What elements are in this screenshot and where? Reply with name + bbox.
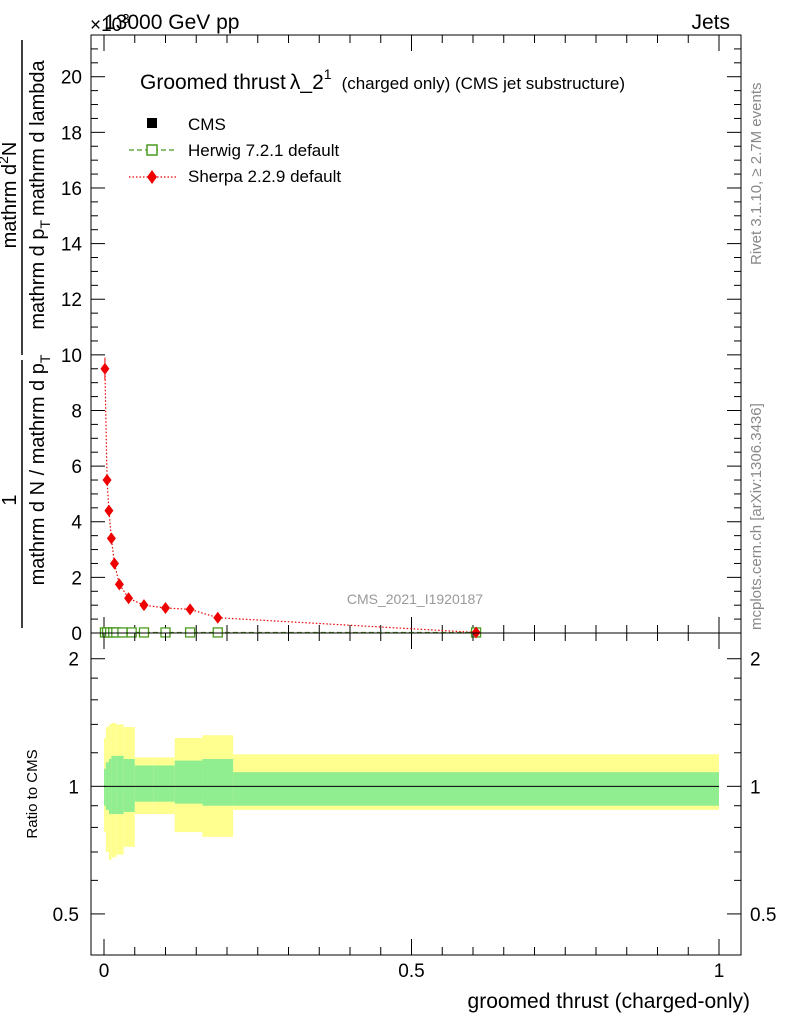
watermark: CMS_2021_I1920187 xyxy=(347,591,483,607)
ratio-y-label: Ratio to CMS xyxy=(24,749,41,838)
x-tick-label: 1 xyxy=(714,961,725,982)
sherpa-point xyxy=(471,626,481,639)
herwig-point xyxy=(184,627,196,638)
main-y-label-denominator-dl: mathrm d lambda xyxy=(27,59,49,215)
main-y-tick-label: 8 xyxy=(71,401,82,422)
main-y-label-numerator-n: N xyxy=(0,142,21,156)
ratio-plot-frame xyxy=(90,632,742,956)
sherpa-point xyxy=(109,557,119,570)
main-y-label-numerator-d: mathrm d xyxy=(0,164,21,248)
ratio-inner-band xyxy=(123,759,135,812)
main-y-label-numerator: mathrm d2N xyxy=(0,142,21,249)
legend-sherpa-label: Sherpa 2.2.9 default xyxy=(188,167,341,186)
ratio-inner-band xyxy=(134,765,154,802)
ratio-y-tick-label-right: 1 xyxy=(750,777,761,798)
x-axis-label: groomed thrust (charged-only) xyxy=(468,990,750,1013)
main-y-tick-label: 12 xyxy=(61,290,82,311)
ratio-inner-band xyxy=(111,755,117,815)
legend-item-sherpa: Sherpa 2.2.9 default xyxy=(129,167,341,186)
sherpa-point xyxy=(161,601,170,614)
ratio-y-ticks: 0.5 0.5 1 1 2 2 xyxy=(53,650,777,926)
legend-cms-marker xyxy=(147,118,157,128)
main-y-tick-label: 10 xyxy=(61,346,82,367)
chart-title: Groomed thrust λ_21 (charged only) (CMS je… xyxy=(140,66,625,94)
main-y-tick-label: 4 xyxy=(71,513,82,534)
sherpa-point xyxy=(106,532,116,545)
sherpa-point xyxy=(102,474,112,487)
main-y-label-denominator-dp: mathrm d p xyxy=(27,229,49,330)
main-y-label-numerator-sup: 2 xyxy=(0,156,11,164)
main-panel: 0 2 4 6 8 10 12 14 16 18 20 CMS_2021_I1920187 Groo… xyxy=(61,34,742,645)
main-y-tick-label: 2 xyxy=(71,568,82,589)
main-y-tick-label: 14 xyxy=(61,235,83,256)
x-tick-label: 0 xyxy=(99,961,110,982)
process-label: Jets xyxy=(691,11,730,34)
main-y-tick-label: 0 xyxy=(71,624,82,645)
ratio-y-tick-label: 0.5 xyxy=(53,905,79,926)
legend-item-herwig: Herwig 7.2.1 default xyxy=(129,141,339,160)
sherpa-point xyxy=(124,592,134,605)
main-y-label-left-denominator-text: mathrm d N / mathrm d p xyxy=(27,363,49,585)
energy-label: 13000 GeV pp xyxy=(104,11,239,34)
main-y-label-denominator: mathrm d pTmathrm d lambda xyxy=(27,59,53,329)
chart-title-text: Groomed thrust xyxy=(140,71,286,94)
ratio-inner-band xyxy=(153,765,175,802)
herwig-point xyxy=(138,627,150,638)
legend-herwig-label: Herwig 7.2.1 default xyxy=(188,141,339,160)
ratio-inner-band xyxy=(202,759,234,806)
herwig-point xyxy=(117,627,128,638)
legend-herwig-marker xyxy=(146,144,158,156)
main-y-label-one: 1 xyxy=(0,494,21,505)
y-exponent-label: ×103 xyxy=(90,11,129,36)
sherpa-point xyxy=(100,362,110,375)
legend-item-cms: CMS xyxy=(147,115,226,134)
main-y-tick-label: 16 xyxy=(61,179,82,200)
y-exponent-base: ×10 xyxy=(90,15,122,36)
ratio-y-tick-label-right: 2 xyxy=(750,650,761,671)
sherpa-point xyxy=(114,578,124,591)
main-series xyxy=(99,357,482,639)
chart-title-superscript: 1 xyxy=(324,66,332,82)
main-y-tick-label: 20 xyxy=(61,68,82,89)
ratio-y-tick-label: 2 xyxy=(68,650,79,671)
ratio-inner-band xyxy=(174,760,203,804)
mcplots-label: mcplots.cern.ch [arXiv:1306.3436] xyxy=(748,403,765,630)
ratio-inner-band xyxy=(116,755,124,815)
ratio-panel: 0.5 0.51 12 2 0 0.5 1 Ratio to CMS groomed th… xyxy=(24,632,777,1013)
ratio-x-ticks: 0 0.5 1 xyxy=(99,633,725,982)
ratio-bands xyxy=(104,723,719,861)
main-y-label-left-denominator-sub: T xyxy=(37,354,53,363)
ratio-y-tick-label-right: 0.5 xyxy=(750,905,776,926)
herwig-point xyxy=(126,627,137,638)
rivet-label: Rivet 3.1.10, ≥ 2.7M events xyxy=(748,83,765,266)
legend-sherpa-marker xyxy=(147,170,157,184)
main-x-ticks xyxy=(103,35,720,633)
ratio-inner-band xyxy=(104,768,106,806)
main-y-ticks: 0 2 4 6 8 10 12 14 16 18 20 xyxy=(61,48,741,645)
sherpa-point xyxy=(139,599,149,612)
chart-title-suffix: (charged only) (CMS jet substructure) xyxy=(342,74,625,93)
sherpa-point xyxy=(104,504,114,517)
herwig-point xyxy=(212,627,223,638)
main-y-tick-label: 6 xyxy=(71,457,82,478)
y-exponent-power: 3 xyxy=(122,11,129,26)
main-y-tick-label: 18 xyxy=(61,123,82,144)
main-y-label: 1 mathrm d N / mathrm d pT mathrm d2N ma… xyxy=(0,40,53,628)
chart-title-symbol: λ_2 xyxy=(290,71,324,94)
main-y-label-denominator-sub: T xyxy=(37,220,53,229)
sherpa-point xyxy=(213,611,223,624)
legend: CMS Herwig 7.2.1 default Sherpa 2.2.9 de… xyxy=(129,115,341,186)
legend-cms-label: CMS xyxy=(188,115,226,134)
x-tick-label: 0.5 xyxy=(398,961,424,982)
sherpa-point xyxy=(185,603,195,616)
main-y-label-left-denominator: mathrm d N / mathrm d pT xyxy=(27,354,53,585)
ratio-inner-band xyxy=(233,772,719,806)
ratio-y-tick-label: 1 xyxy=(68,777,79,798)
